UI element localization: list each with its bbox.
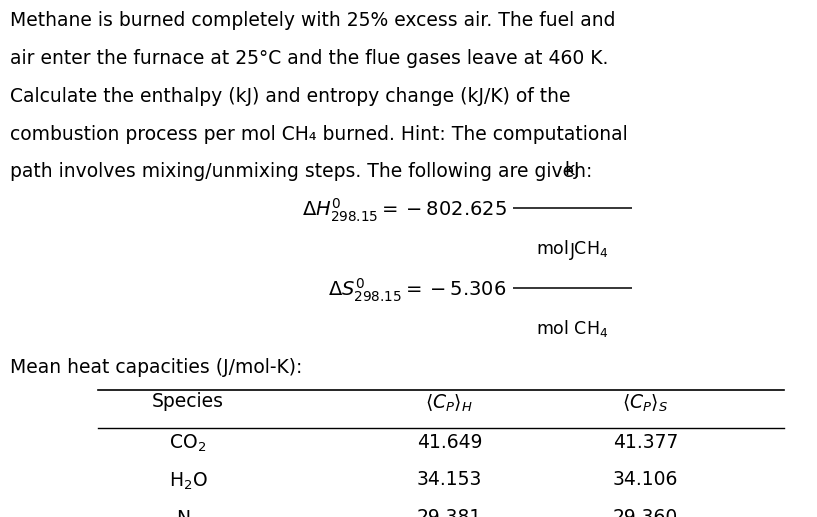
Text: CO$_2$: CO$_2$ — [169, 433, 207, 454]
Text: kJ: kJ — [565, 161, 580, 179]
Text: 41.377: 41.377 — [613, 433, 678, 452]
Text: Methane is burned completely with 25% excess air. The fuel and: Methane is burned completely with 25% ex… — [10, 11, 615, 31]
Text: 29.360: 29.360 — [613, 508, 678, 517]
Text: mol CH$_4$: mol CH$_4$ — [536, 318, 609, 339]
Text: mol CH$_4$: mol CH$_4$ — [536, 238, 609, 259]
Text: Mean heat capacities (J/mol-K):: Mean heat capacities (J/mol-K): — [10, 358, 302, 377]
Text: $\Delta S^0_{298.15} = -5.306$: $\Delta S^0_{298.15} = -5.306$ — [328, 277, 507, 304]
Text: air enter the furnace at 25°C and the flue gases leave at 460 K.: air enter the furnace at 25°C and the fl… — [10, 49, 608, 68]
Text: Calculate the enthalpy (kJ) and entropy change (kJ/K) of the: Calculate the enthalpy (kJ) and entropy … — [10, 87, 570, 106]
Text: $\langle C_P\rangle_H$: $\langle C_P\rangle_H$ — [426, 392, 473, 414]
Text: 41.649: 41.649 — [417, 433, 482, 452]
Text: combustion process per mol CH₄ burned. Hint: The computational: combustion process per mol CH₄ burned. H… — [10, 125, 627, 144]
Text: path involves mixing/unmixing steps. The following are given:: path involves mixing/unmixing steps. The… — [10, 162, 592, 181]
Text: 34.153: 34.153 — [417, 470, 482, 490]
Text: N$_2$: N$_2$ — [176, 508, 199, 517]
Text: Species: Species — [152, 392, 224, 412]
Text: J: J — [569, 241, 575, 260]
Text: $\langle C_P\rangle_S$: $\langle C_P\rangle_S$ — [623, 392, 668, 414]
Text: $\Delta H^0_{298.15} = -802.625$: $\Delta H^0_{298.15} = -802.625$ — [301, 197, 507, 224]
Text: 29.381: 29.381 — [417, 508, 482, 517]
Text: 34.106: 34.106 — [613, 470, 678, 490]
Text: H$_2$O: H$_2$O — [168, 470, 208, 492]
